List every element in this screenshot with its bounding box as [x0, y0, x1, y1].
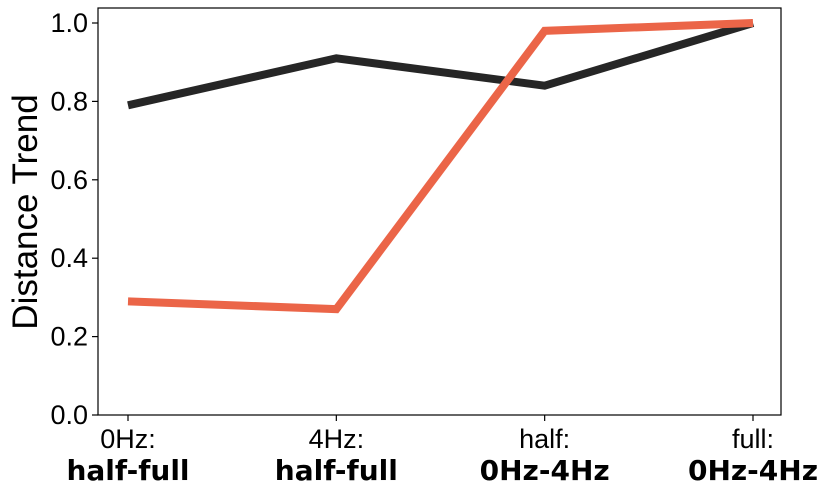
x-tick-label-top: 0Hz: — [100, 424, 156, 454]
series-group — [127, 19, 755, 314]
y-tick-label: 0.4 — [50, 243, 88, 273]
x-tick-label-bottom: 0Hz-4Hz — [688, 454, 818, 487]
x-tick-label-top: 4Hz: — [309, 424, 365, 454]
series-line-2 — [127, 19, 754, 314]
plot-frame — [97, 7, 782, 416]
series-line-1 — [127, 19, 755, 110]
x-tick-label-bottom: half-full — [66, 454, 189, 487]
x-tick-label-top: half: — [519, 424, 570, 454]
x-tick-label-bottom: 0Hz-4Hz — [480, 454, 610, 487]
y-tick-label: 1.0 — [50, 8, 88, 38]
x-tick-label-bottom: half-full — [275, 454, 398, 487]
y-tick-label: 0.2 — [50, 322, 88, 352]
y-ticks: 0.0 0.2 0.4 0.6 0.8 1.0 — [50, 8, 98, 430]
y-tick-label: 0.6 — [50, 165, 88, 195]
x-tick-label-top: full: — [732, 424, 774, 454]
x-ticks: 0Hz:half-full4Hz:half-fullhalf:0Hz-4Hzfu… — [66, 415, 818, 487]
y-axis-label: Distance Trend — [6, 94, 45, 329]
y-tick-label: 0.0 — [50, 400, 88, 430]
y-tick-label: 0.8 — [50, 86, 88, 116]
